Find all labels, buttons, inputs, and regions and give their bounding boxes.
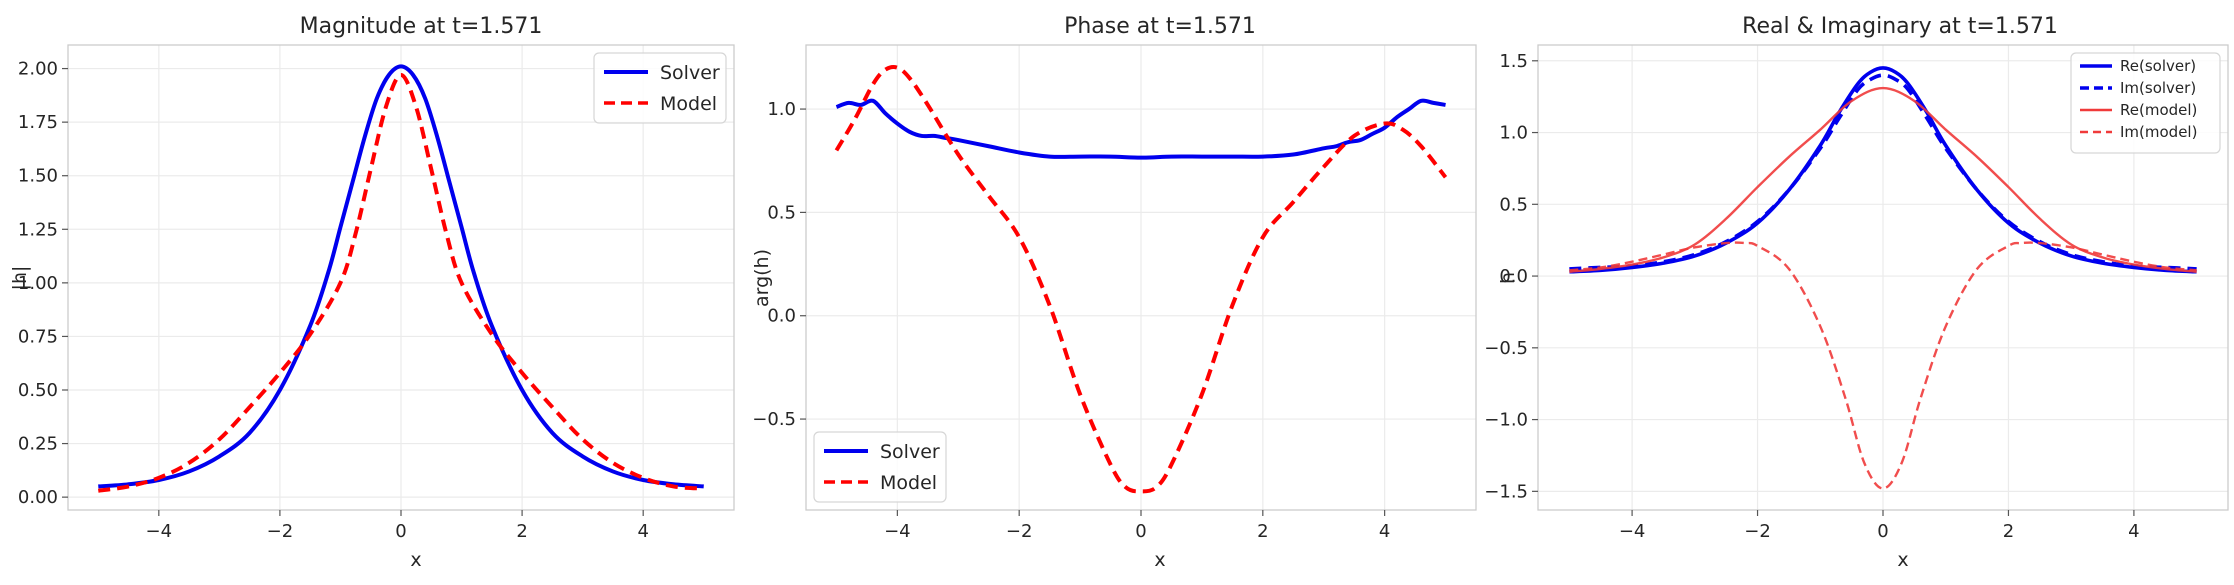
x-tick-label: −4 <box>146 521 173 542</box>
y-tick-label: 0.25 <box>18 434 58 455</box>
x-tick-label: −2 <box>267 521 294 542</box>
x-tick-label: −2 <box>1006 521 1033 542</box>
legend-label-im-model: Im(model) <box>2120 123 2197 141</box>
y-tick-label: 0.5 <box>1499 194 1528 215</box>
legend-label-im-solver: Im(solver) <box>2120 79 2196 97</box>
real-imag-y-axis-label: h <box>1497 272 1519 284</box>
series-line-im-model <box>1569 241 2197 490</box>
legend-label-model: Model <box>880 472 937 494</box>
x-tick-label: 0 <box>395 521 406 542</box>
y-tick-label: 0.0 <box>1499 266 1528 287</box>
x-tick-label: −2 <box>1744 521 1771 542</box>
y-tick-label: 0.00 <box>18 487 58 508</box>
series-line-solver <box>835 98 1446 160</box>
y-tick-label: 1.75 <box>18 112 58 133</box>
magnitude-legend: Solver Model <box>593 52 727 124</box>
y-tick-label: −1.5 <box>1484 481 1528 502</box>
phase-panel: Phase at t=1.571 −4 −2 0 2 4−0.50.00.51.0 x … <box>751 14 1477 571</box>
y-tick-label: 1.50 <box>18 166 58 187</box>
series-line-re-model <box>1569 86 2197 273</box>
y-tick-label: −0.5 <box>752 409 796 430</box>
y-tick-label: 2.00 <box>18 59 58 80</box>
x-tick-label: 0 <box>1877 521 1888 542</box>
x-tick-label: −4 <box>884 521 911 542</box>
y-tick-label: 0.75 <box>18 326 58 347</box>
legend-label-solver: Solver <box>660 62 720 84</box>
series-line-solver <box>98 64 704 489</box>
y-tick-label: 1.25 <box>18 219 58 240</box>
series-line-model <box>834 65 1448 494</box>
y-tick-label: 1.5 <box>1499 51 1528 72</box>
y-tick-label: −0.5 <box>1484 338 1528 359</box>
phase-x-axis-label: x <box>1154 549 1165 571</box>
real-imag-legend: Re(solver) Im(solver) Re(model) Im(model… <box>2070 52 2221 154</box>
x-tick-label: 4 <box>2128 521 2139 542</box>
series-line-model <box>97 73 704 493</box>
phase-y-axis-label: arg(h) <box>751 249 773 307</box>
real-imag-chart-title: Real & Imaginary at t=1.571 <box>1742 14 2058 39</box>
x-tick-label: 2 <box>516 521 527 542</box>
x-tick-label: 2 <box>2003 521 2014 542</box>
y-tick-label: 0.5 <box>767 202 796 223</box>
magnitude-y-axis-label: |h| <box>9 266 31 291</box>
x-tick-label: 0 <box>1135 521 1146 542</box>
phase-legend: Solver Model <box>813 431 947 503</box>
y-tick-label: 1.0 <box>767 99 796 120</box>
phase-chart-title: Phase at t=1.571 <box>1064 14 1256 39</box>
y-tick-label: 0.0 <box>767 306 796 327</box>
magnitude-x-axis-label: x <box>410 549 421 571</box>
x-tick-label: 4 <box>637 521 648 542</box>
legend-label-re-model: Re(model) <box>2120 101 2197 119</box>
x-tick-label: −4 <box>1619 521 1646 542</box>
magnitude-panel: Magnitude at t=1.571 −4 −2 0 2 4 0.00 0.25 0.50… <box>9 14 735 571</box>
x-tick-label: 4 <box>1379 521 1390 542</box>
legend-label-re-solver: Re(solver) <box>2120 57 2196 75</box>
y-tick-label: 1.0 <box>1499 123 1528 144</box>
series-line-re-solver <box>1569 66 2197 274</box>
y-tick-label: 0.50 <box>18 380 58 401</box>
magnitude-chart-title: Magnitude at t=1.571 <box>300 14 543 39</box>
real-imag-panel: Real & Imaginary at t=1.571 −4 −2 0 2 4 −1.5 −… <box>1484 14 2229 571</box>
y-tick-label: −1.0 <box>1484 410 1528 431</box>
real-imag-x-axis-label: x <box>1897 549 1908 571</box>
x-tick-label: 2 <box>1257 521 1268 542</box>
legend-label-solver: Solver <box>880 441 940 463</box>
legend-label-model: Model <box>660 93 717 115</box>
real-imag-legend-box <box>2070 52 2221 154</box>
y-tick-label: 1.00 <box>18 273 58 294</box>
